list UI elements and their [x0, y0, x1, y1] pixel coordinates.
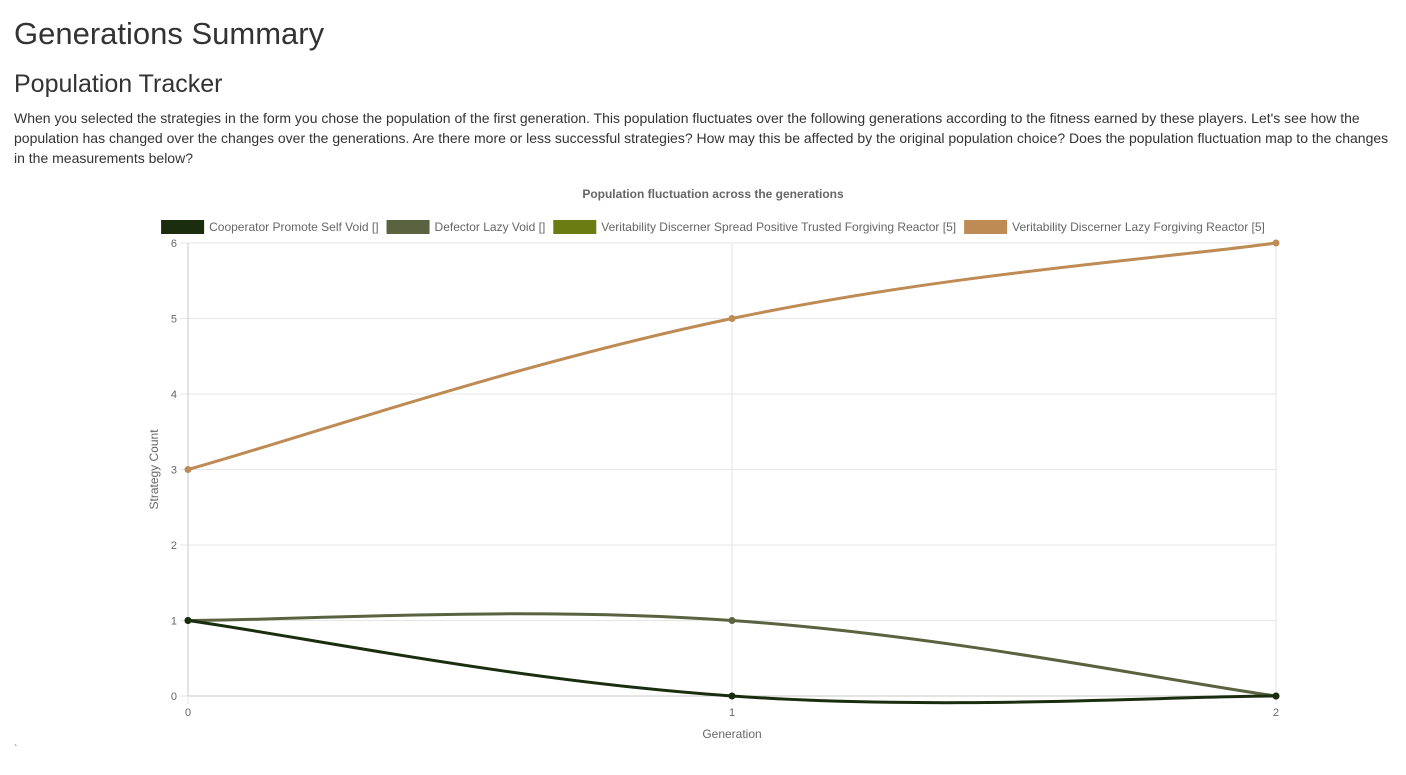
legend-label-3: Veritability Discerner Lazy Forgiving Re…	[1012, 220, 1265, 234]
section-title: Population Tracker	[14, 70, 223, 98]
legend-swatch-2	[553, 220, 597, 234]
series-3-point-2[interactable]	[1272, 239, 1280, 247]
legend-swatch-0	[161, 220, 205, 234]
series-0-point-2[interactable]	[1272, 692, 1280, 700]
x-tick-label-1: 1	[729, 707, 735, 719]
y-axis-label: Strategy Count	[147, 429, 161, 510]
chart-title: Population fluctuation across the genera…	[582, 187, 844, 201]
y-tick-label-5: 5	[171, 314, 177, 326]
y-tick-label-2: 2	[171, 540, 177, 552]
legend-label-2: Veritability Discerner Spread Positive T…	[601, 220, 956, 234]
legend-label-1: Defector Lazy Void []	[435, 220, 546, 234]
trailing-mark: `	[14, 744, 18, 755]
series-3-point-0[interactable]	[184, 466, 192, 473]
page-title: Generations Summary	[14, 16, 325, 51]
legend-swatch-1	[386, 220, 430, 234]
series-3-point-1[interactable]	[728, 315, 736, 322]
y-tick-label-0: 0	[171, 691, 177, 703]
x-tick-label-2: 2	[1273, 707, 1279, 719]
y-tick-label-6: 6	[171, 238, 177, 250]
x-tick-label-0: 0	[185, 707, 191, 719]
series-0-point-0[interactable]	[184, 617, 192, 624]
series-1-point-1[interactable]	[728, 617, 736, 624]
y-tick-label-3: 3	[171, 465, 177, 477]
y-tick-label-1: 1	[171, 616, 177, 628]
population-chart: Population fluctuation across the genera…	[0, 180, 1406, 755]
y-tick-label-4: 4	[171, 389, 177, 401]
legend-swatch-3	[964, 220, 1008, 234]
x-axis-label: Generation	[702, 727, 761, 741]
legend-label-0: Cooperator Promote Self Void []	[209, 220, 378, 234]
intro-paragraph: When you selected the strategies in the …	[14, 110, 1389, 166]
series-0-point-1[interactable]	[728, 692, 736, 700]
population-chart-svg: Population fluctuation across the genera…	[147, 187, 1280, 741]
